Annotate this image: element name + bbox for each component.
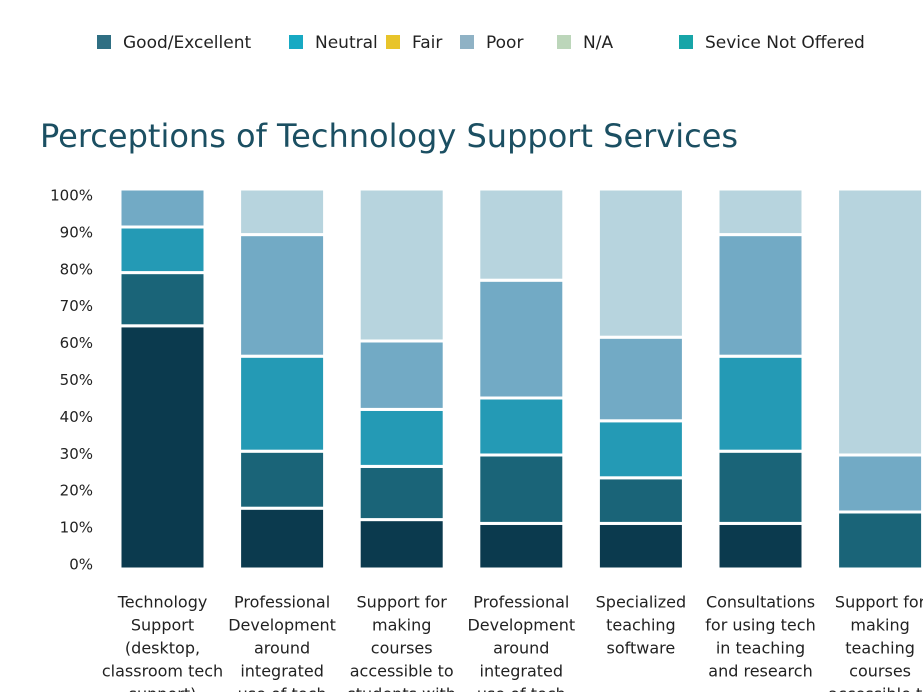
- bar-segment: [238, 354, 327, 453]
- bar-segment: [118, 271, 207, 328]
- y-tick-label: 20%: [60, 482, 93, 500]
- legend-label: Fair: [412, 33, 442, 53]
- y-tick-label: 30%: [60, 445, 93, 463]
- bar-segment: [477, 278, 566, 400]
- y-tick-label: 60%: [60, 334, 93, 352]
- y-tick-label: 70%: [60, 297, 93, 315]
- x-tick-label: classroom tech: [102, 662, 223, 681]
- x-tick-label: courses: [371, 639, 433, 658]
- legend-label: Neutral: [315, 33, 378, 53]
- x-tick-label: Professional: [234, 593, 330, 612]
- legend-swatch: [289, 35, 303, 49]
- y-tick-label: 80%: [60, 260, 93, 278]
- bar-segment: [238, 506, 327, 571]
- x-tick-label: making: [850, 616, 909, 635]
- y-tick-label: 90%: [60, 223, 93, 241]
- bar-segment: [596, 521, 685, 571]
- y-tick-label: 0%: [69, 556, 93, 574]
- legend-label: Good/Excellent: [123, 33, 251, 53]
- x-tick-label: integrated: [240, 662, 324, 681]
- x-tick-label: students with: [347, 685, 456, 692]
- bar-segment: [836, 453, 923, 514]
- bar-segment: [596, 419, 685, 480]
- x-tick-label: making: [372, 616, 431, 635]
- y-tick-label: 40%: [60, 408, 93, 426]
- x-tick-label: accessible to: [350, 662, 454, 681]
- x-tick-label: teaching: [606, 616, 676, 635]
- bar-segment: [357, 518, 446, 571]
- y-tick-label: 100%: [50, 187, 93, 205]
- x-tick-label: in teaching: [716, 639, 805, 658]
- legend-swatch: [97, 35, 111, 49]
- y-tick-label: 50%: [60, 371, 93, 389]
- x-tick-label: Support for: [835, 593, 923, 612]
- x-tick-label: use of tech: [238, 685, 327, 692]
- legend-swatch: [386, 35, 400, 49]
- chart-title: Perceptions of Technology Support Servic…: [40, 117, 738, 155]
- bar-segment: [357, 407, 446, 468]
- x-tick-label: Specialized: [596, 593, 687, 612]
- bar-segment: [716, 354, 805, 453]
- x-tick-label: support): [129, 685, 197, 692]
- legend-swatch: [460, 35, 474, 49]
- y-tick-label: 10%: [60, 519, 93, 537]
- legend-swatch: [557, 35, 571, 49]
- x-tick-label: use of tech: [477, 685, 566, 692]
- bar-segment: [238, 187, 327, 237]
- bar-segment: [716, 521, 805, 571]
- x-tick-label: integrated: [480, 662, 564, 681]
- legend-label: Poor: [486, 33, 523, 53]
- x-tick-label: Technology: [117, 593, 208, 612]
- x-tick-label: accessible to: [828, 685, 923, 692]
- bar-segment: [477, 187, 566, 282]
- bar-segment: [477, 453, 566, 525]
- bar-segment: [238, 449, 327, 510]
- x-tick-label: around: [493, 639, 549, 658]
- x-tick-label: for using tech: [705, 616, 815, 635]
- x-tick-label: Professional: [473, 593, 569, 612]
- bar-segment: [238, 233, 327, 358]
- legend-swatch: [679, 35, 693, 49]
- x-tick-label: Consultations: [706, 593, 815, 612]
- x-tick-label: (desktop,: [125, 639, 200, 658]
- legend-label: N/A: [583, 33, 613, 53]
- bar-segment: [596, 335, 685, 423]
- bar-segment: [596, 187, 685, 339]
- x-tick-label: software: [607, 639, 676, 658]
- bar-segment: [118, 187, 207, 229]
- bar-segment: [357, 339, 446, 411]
- bar-segment: [716, 449, 805, 525]
- bar-segment: [836, 187, 923, 457]
- bar-segment: [477, 396, 566, 457]
- x-tick-label: courses: [849, 662, 911, 681]
- bar-segment: [118, 225, 207, 275]
- bar-segment: [716, 233, 805, 358]
- x-tick-label: and research: [708, 662, 812, 681]
- x-tick-label: Development: [467, 616, 575, 635]
- bar-segment: [477, 521, 566, 571]
- x-tick-label: teaching: [845, 639, 915, 658]
- bar-segment: [357, 464, 446, 522]
- x-tick-label: Development: [228, 616, 336, 635]
- bar-segment: [716, 187, 805, 237]
- x-tick-label: Support for: [357, 593, 448, 612]
- x-tick-label: around: [254, 639, 310, 658]
- bar-segment: [596, 476, 685, 525]
- bar-segment: [118, 324, 207, 571]
- x-tick-label: Support: [131, 616, 194, 635]
- legend-label: Sevice Not Offered: [705, 33, 865, 53]
- bar-segment: [357, 187, 446, 343]
- bar-segment: [836, 510, 923, 571]
